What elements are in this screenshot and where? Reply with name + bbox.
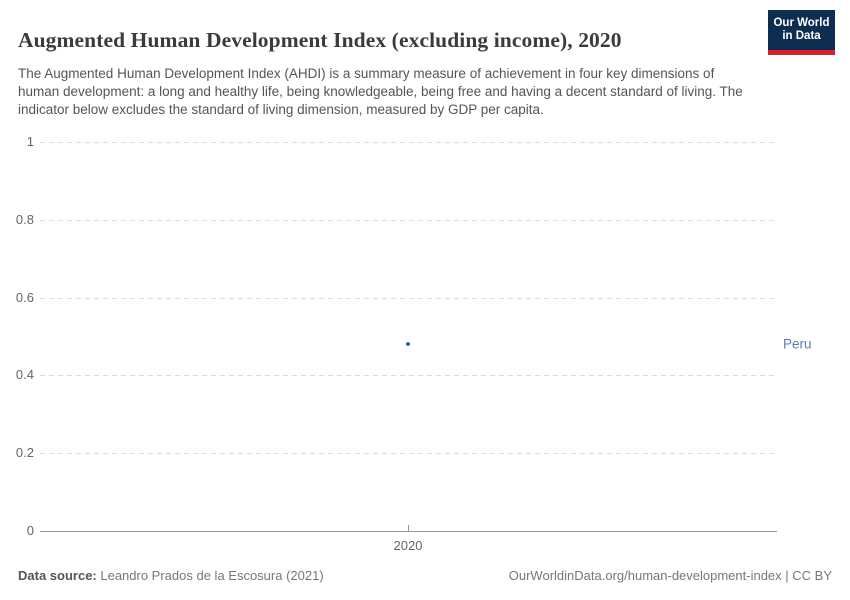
- y-axis-tick-label: 0.6: [15, 289, 34, 305]
- y-axis-tick-label: 0: [26, 523, 34, 538]
- gridline: [40, 375, 777, 377]
- x-axis-tick-mark: [408, 525, 409, 531]
- owid-logo: Our World in Data: [768, 10, 835, 55]
- data-source-label: Data source:: [18, 568, 97, 583]
- y-axis-tick-label: 0.2: [15, 445, 34, 461]
- footer: Data source: Leandro Prados de la Escosu…: [18, 568, 832, 583]
- x-axis-line: [40, 531, 777, 532]
- gridline: [40, 142, 777, 143]
- chart-subtitle: The Augmented Human Development Index (A…: [18, 65, 743, 117]
- data-source: Data source: Leandro Prados de la Escosu…: [18, 568, 324, 583]
- gridline: [40, 453, 777, 455]
- y-axis-tick-label: 1: [26, 134, 34, 149]
- y-axis-tick-label: 0.4: [15, 367, 34, 383]
- owid-logo-line1: Our World: [773, 17, 830, 29]
- gridline: [40, 297, 777, 299]
- attribution-license: OurWorldinData.org/human-development-ind…: [508, 568, 832, 583]
- chart-title: Augmented Human Development Index (exclu…: [18, 28, 622, 53]
- x-axis-tick-label: 2020: [393, 538, 423, 553]
- data-point-peru[interactable]: [406, 342, 410, 347]
- entity-label-peru[interactable]: Peru: [783, 336, 812, 352]
- y-axis-tick-label: 0.8: [15, 211, 34, 227]
- data-source-value: Leandro Prados de la Escosura (2021): [96, 568, 324, 583]
- gridline: [40, 219, 777, 221]
- owid-logo-line2: in Data: [782, 30, 821, 42]
